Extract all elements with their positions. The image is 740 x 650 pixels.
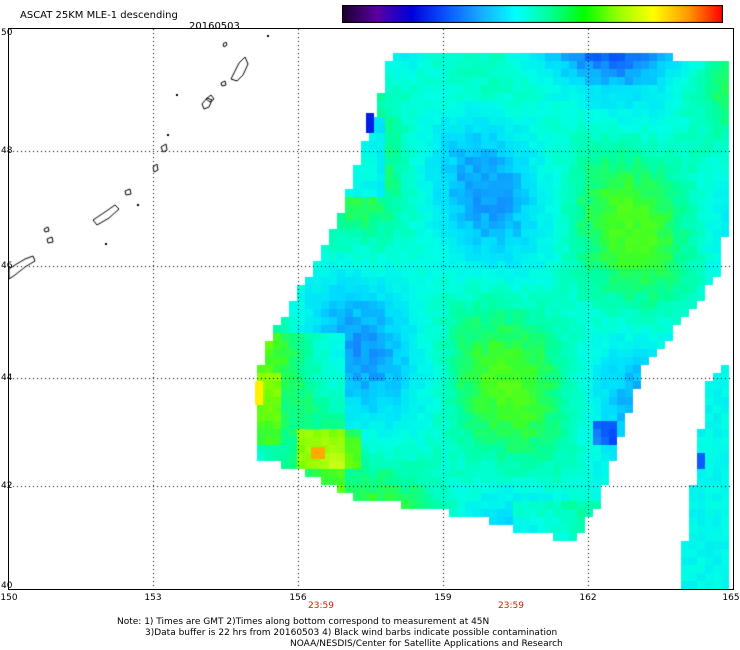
lon-tick-162: 162 [579, 593, 597, 603]
note-line-2: 3)Data buffer is 22 hrs from 20160503 4)… [145, 628, 558, 638]
lat-tick-40: 40 [1, 581, 13, 591]
lat-tick-48: 48 [1, 146, 13, 156]
date-text: 20160503 [189, 21, 240, 32]
colorbar [342, 5, 723, 23]
map-frame [8, 28, 734, 590]
lon-tick-156: 156 [289, 593, 307, 603]
lon-tick-159: 159 [434, 593, 452, 603]
time-label-1: 23:59 [308, 601, 334, 611]
lon-tick-150: 150 [0, 593, 18, 603]
lat-tick-50: 50 [1, 28, 13, 38]
time-label-2: 23:59 [498, 601, 524, 611]
mle-map [9, 29, 733, 589]
lat-tick-42: 42 [1, 481, 13, 491]
lat-tick-44: 44 [1, 373, 13, 383]
lon-tick-165: 165 [722, 593, 740, 603]
lat-tick-46: 46 [1, 261, 13, 271]
title-text: ASCAT 25KM MLE-1 descending [20, 10, 178, 21]
note-line-3: NOAA/NESDIS/Center for Satellite Applica… [290, 639, 563, 649]
note-line-1: Note: 1) Times are GMT 2)Times along bot… [117, 617, 490, 627]
lon-tick-153: 153 [144, 593, 162, 603]
